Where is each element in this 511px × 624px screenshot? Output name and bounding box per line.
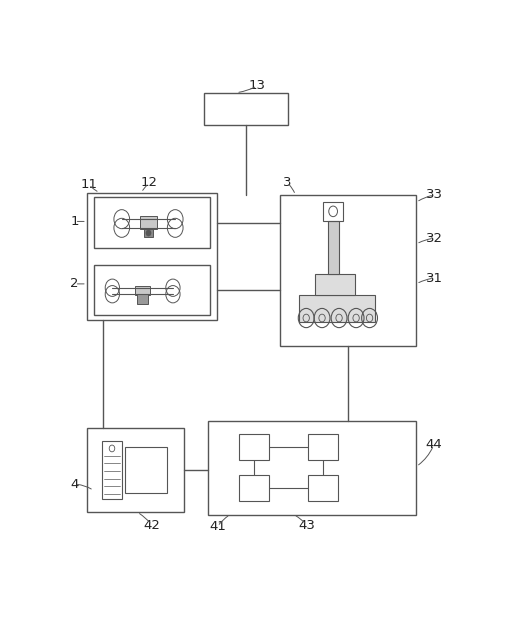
Bar: [126, 447, 167, 493]
Bar: [204, 92, 288, 125]
Text: 13: 13: [249, 79, 266, 92]
Bar: [87, 193, 217, 320]
Bar: [137, 295, 148, 304]
Bar: [144, 228, 153, 237]
Circle shape: [146, 230, 151, 236]
Bar: [135, 286, 150, 295]
Text: 3: 3: [284, 177, 292, 190]
Bar: [308, 475, 338, 502]
Text: 11: 11: [80, 178, 97, 191]
Bar: [94, 265, 211, 315]
Bar: [102, 441, 122, 499]
Bar: [239, 475, 269, 502]
Text: 43: 43: [298, 519, 315, 532]
Bar: [140, 216, 157, 229]
Text: 1: 1: [71, 215, 79, 228]
Bar: [315, 274, 355, 295]
Bar: [94, 197, 211, 248]
Bar: [308, 434, 338, 461]
Bar: [280, 195, 416, 346]
Text: 12: 12: [141, 177, 157, 190]
Text: 32: 32: [426, 232, 443, 245]
Bar: [323, 202, 343, 221]
Text: 41: 41: [209, 520, 226, 533]
Text: 44: 44: [425, 438, 442, 451]
Text: 2: 2: [71, 278, 79, 290]
Bar: [299, 295, 375, 322]
Text: 33: 33: [426, 188, 443, 202]
Text: 42: 42: [144, 519, 160, 532]
Text: 31: 31: [426, 271, 443, 285]
Bar: [328, 221, 339, 274]
Bar: [87, 428, 184, 512]
Bar: [208, 421, 416, 515]
Text: 4: 4: [71, 478, 79, 490]
Bar: [239, 434, 269, 461]
